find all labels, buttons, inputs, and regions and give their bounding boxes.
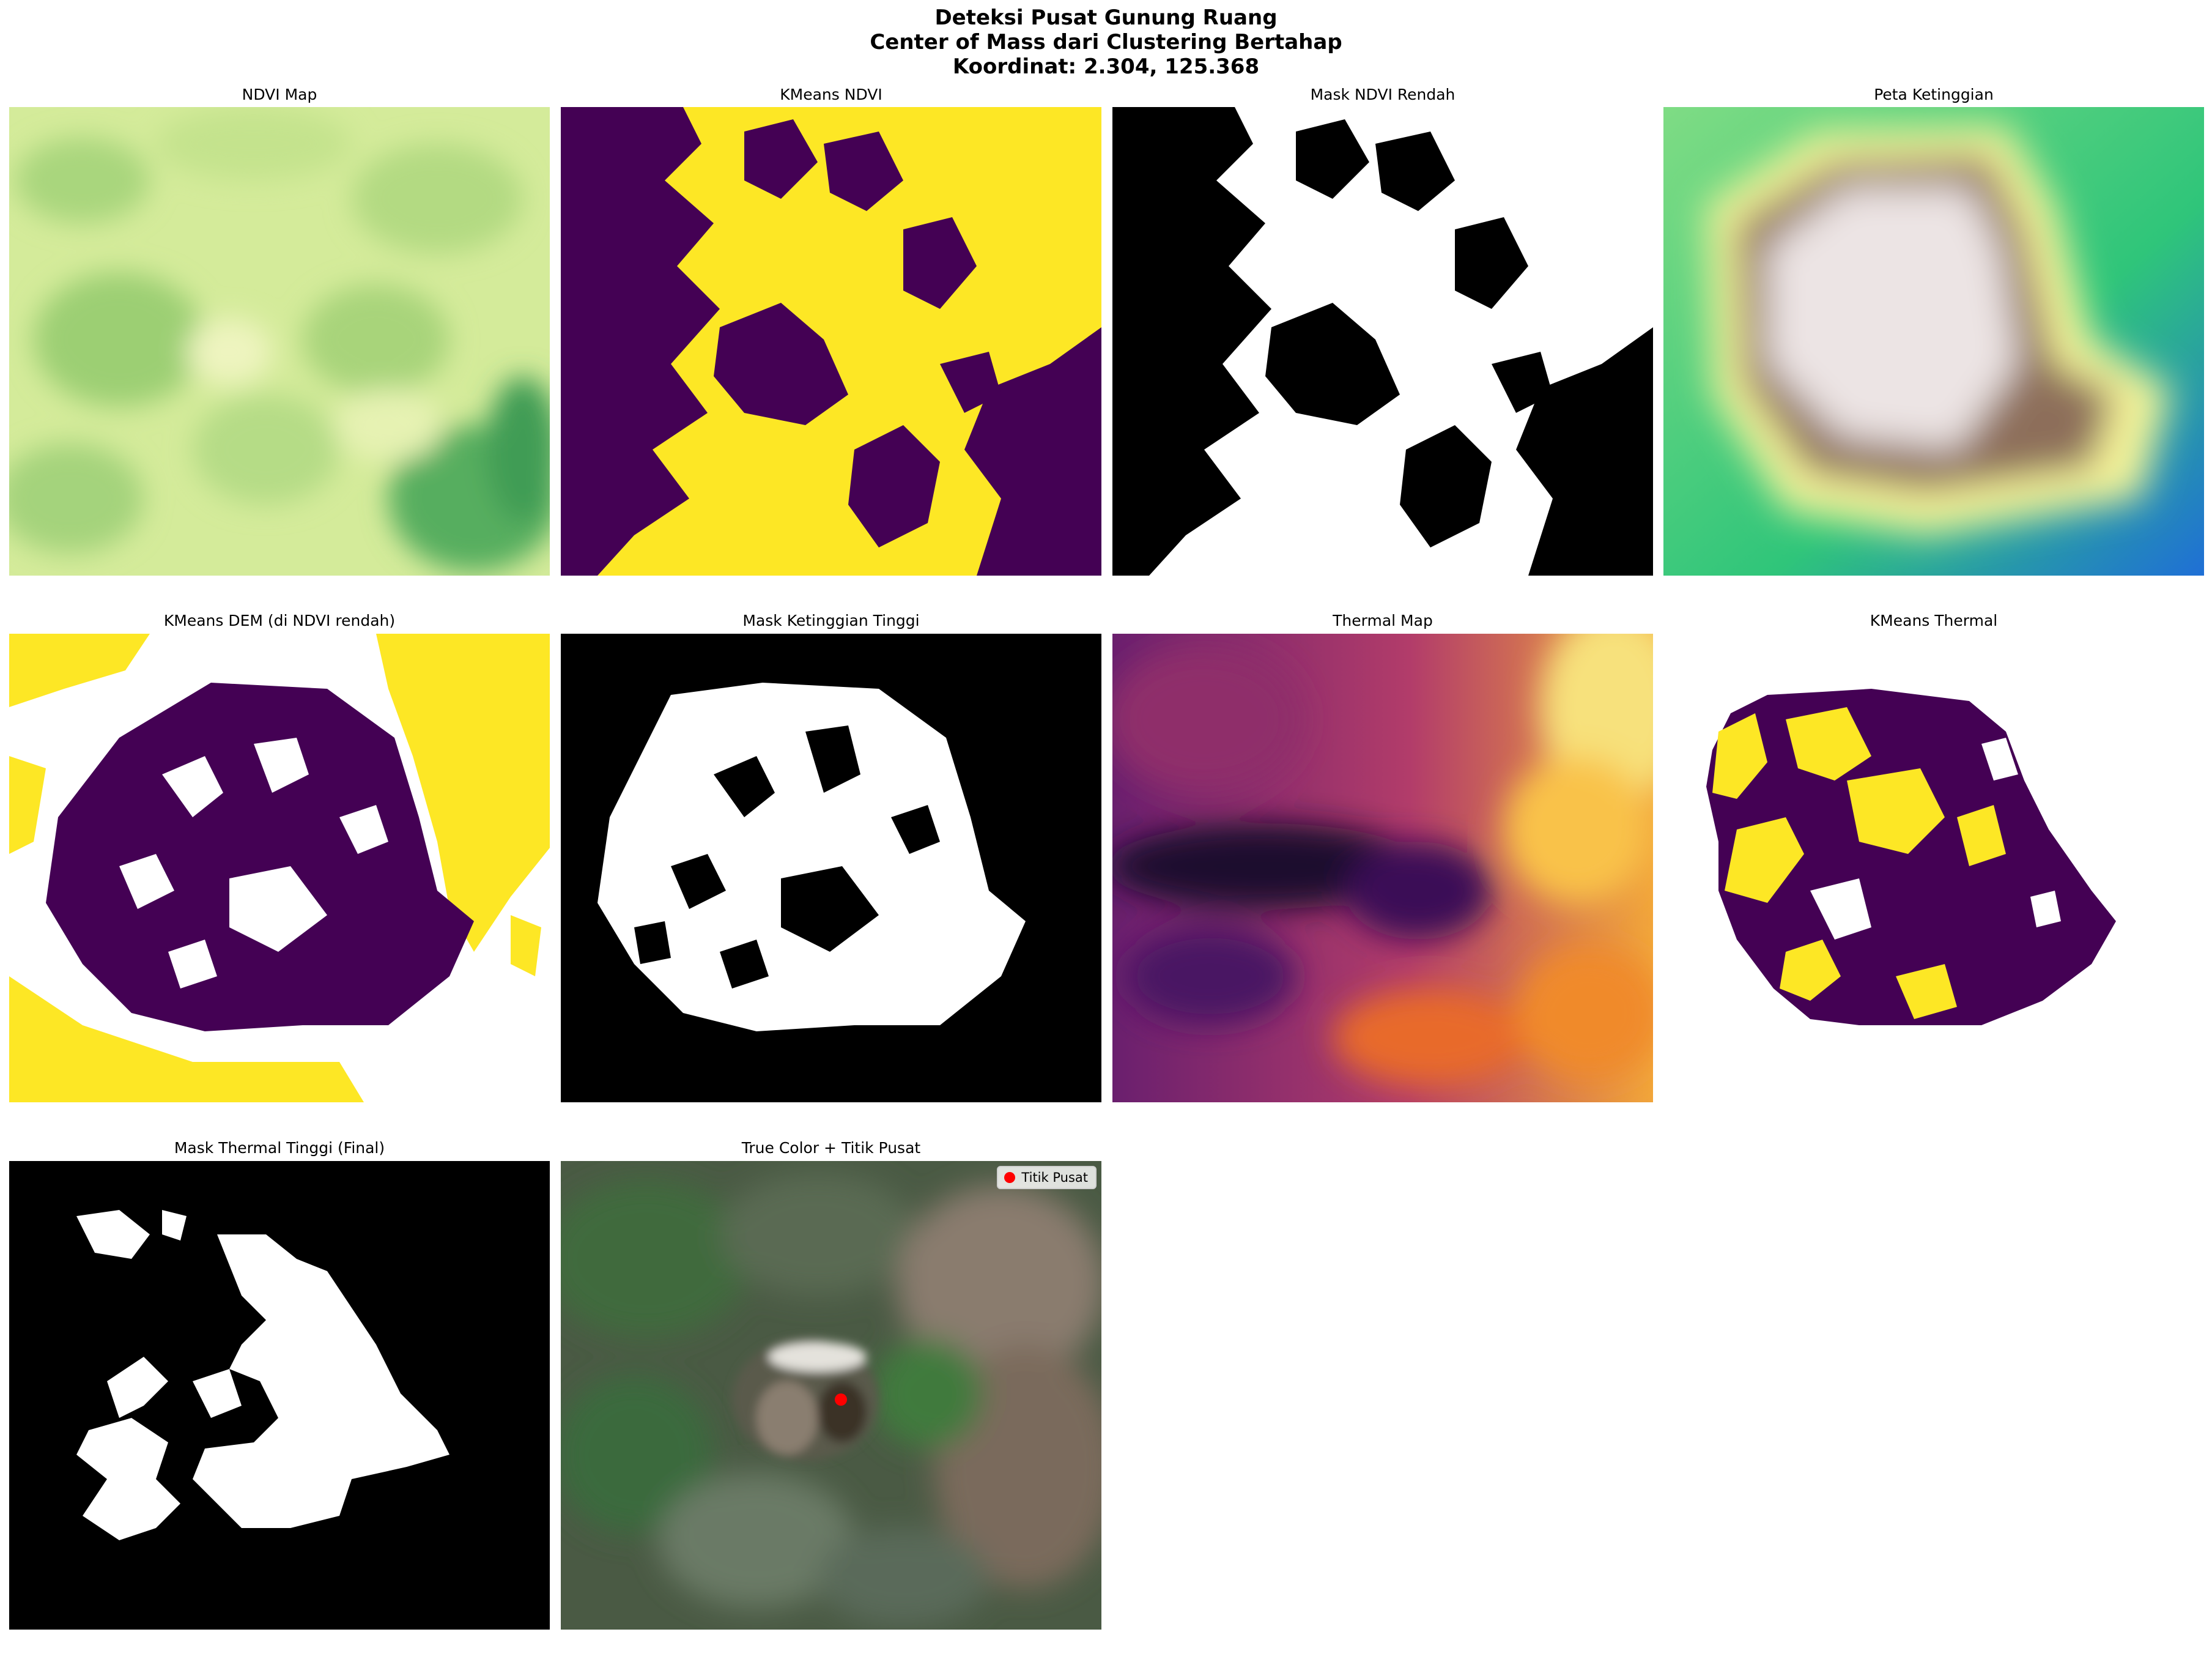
figure-title-line1: Deteksi Pusat Gunung Ruang [934,6,1278,30]
panel-title-kmeans-ndvi: KMeans NDVI [780,86,882,103]
figure-title-line3: Koordinat: 2.304, 125.368 [952,54,1260,79]
figure-title-line2: Center of Mass dari Clustering Bertahap [870,30,1342,54]
panel-title-thermal: Thermal Map [1333,612,1433,629]
panel-title-kmeans-thermal: KMeans Thermal [1870,612,1998,629]
center-point-marker [835,1393,847,1406]
truecolor-image: Titik Pusat [561,1161,1101,1630]
mask-thermal-image [9,1161,550,1630]
legend: Titik Pusat [997,1166,1097,1189]
legend-marker-icon [1004,1172,1016,1183]
panel-title-mask-thermal: Mask Thermal Tinggi (Final) [174,1139,385,1157]
legend-label: Titik Pusat [1021,1170,1088,1185]
panel-title-truecolor: True Color + Titik Pusat [741,1139,921,1157]
kmeans-thermal-image [1663,634,2204,1102]
panel-title-kmeans-dem: KMeans DEM (di NDVI rendah) [163,612,396,629]
panel-title-mask-ndvi: Mask NDVI Rendah [1310,86,1456,103]
panel-title-mask-elev: Mask Ketinggian Tinggi [742,612,920,629]
ndvi-map-image [9,107,550,576]
kmeans-dem-image [9,634,550,1102]
thermal-map-image [1112,634,1653,1102]
panel-title-elevation: Peta Ketinggian [1874,86,1994,103]
elevation-map-image [1663,107,2204,576]
mask-elevation-image [561,634,1101,1102]
kmeans-ndvi-image [561,107,1101,576]
panel-title-ndvi: NDVI Map [242,86,317,103]
mask-ndvi-image [1112,107,1653,576]
